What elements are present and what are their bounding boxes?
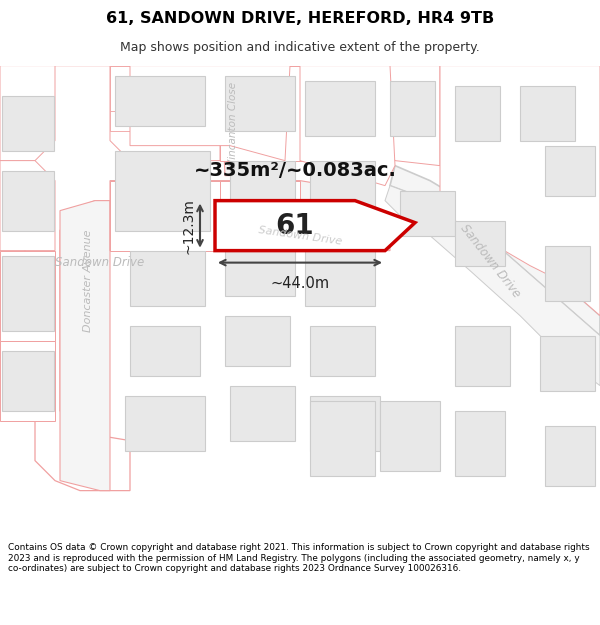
Polygon shape [390, 166, 600, 336]
Polygon shape [110, 181, 390, 251]
Bar [225, 76, 295, 131]
Bar [540, 336, 595, 391]
Polygon shape [215, 201, 415, 251]
Polygon shape [385, 186, 600, 386]
Bar [115, 76, 205, 126]
Text: ~12.3m: ~12.3m [182, 198, 196, 254]
Polygon shape [0, 161, 55, 251]
Bar [130, 251, 205, 306]
Bar [545, 246, 590, 301]
Polygon shape [0, 251, 55, 341]
Bar [545, 426, 595, 486]
Bar [455, 411, 505, 476]
Polygon shape [0, 66, 130, 491]
Bar [310, 396, 380, 451]
Polygon shape [130, 66, 290, 161]
Polygon shape [440, 66, 600, 316]
Polygon shape [380, 66, 440, 166]
Bar [2, 171, 54, 231]
Polygon shape [440, 66, 500, 166]
Bar [305, 81, 375, 136]
Text: ~44.0m: ~44.0m [271, 276, 329, 291]
Polygon shape [110, 181, 220, 251]
Bar [2, 96, 54, 151]
Polygon shape [60, 201, 110, 491]
Polygon shape [0, 66, 55, 161]
Bar [225, 316, 290, 366]
Polygon shape [500, 66, 600, 166]
Bar [230, 161, 295, 211]
Bar [2, 351, 54, 411]
Text: 61, SANDOWN DRIVE, HEREFORD, HR4 9TB: 61, SANDOWN DRIVE, HEREFORD, HR4 9TB [106, 11, 494, 26]
Bar [520, 86, 575, 141]
Polygon shape [175, 66, 225, 131]
Bar [455, 221, 505, 266]
Bar [400, 191, 455, 236]
Text: Contains OS data © Crown copyright and database right 2021. This information is : Contains OS data © Crown copyright and d… [8, 543, 589, 573]
Text: Sandown Drive: Sandown Drive [457, 221, 523, 300]
Polygon shape [300, 66, 395, 186]
Bar [305, 246, 375, 306]
Polygon shape [110, 66, 220, 161]
Text: 61: 61 [275, 212, 314, 239]
Bar [310, 161, 375, 226]
Bar [455, 86, 500, 141]
Bar [130, 326, 200, 376]
Bar [225, 236, 295, 296]
Text: Map shows position and indicative extent of the property.: Map shows position and indicative extent… [120, 41, 480, 54]
Bar [545, 146, 595, 196]
Bar [380, 401, 440, 471]
Bar [310, 326, 375, 376]
Polygon shape [110, 66, 175, 131]
Bar [390, 81, 435, 136]
Polygon shape [0, 341, 55, 421]
Polygon shape [110, 66, 220, 141]
Bar [230, 386, 295, 441]
Text: Doncaster Avenue: Doncaster Avenue [83, 229, 93, 332]
Polygon shape [220, 181, 300, 251]
Text: ~335m²/~0.083ac.: ~335m²/~0.083ac. [194, 161, 397, 180]
Polygon shape [300, 66, 380, 161]
Polygon shape [220, 66, 300, 161]
Bar [455, 326, 510, 386]
Polygon shape [110, 66, 225, 111]
Bar [125, 396, 205, 451]
Text: Sandown Drive: Sandown Drive [257, 225, 343, 246]
Text: Sandown Drive: Sandown Drive [55, 256, 145, 269]
Text: Wincanton Close: Wincanton Close [228, 82, 238, 169]
Bar [115, 151, 210, 231]
Bar [310, 401, 375, 476]
Polygon shape [220, 66, 250, 176]
Bar [2, 256, 54, 331]
